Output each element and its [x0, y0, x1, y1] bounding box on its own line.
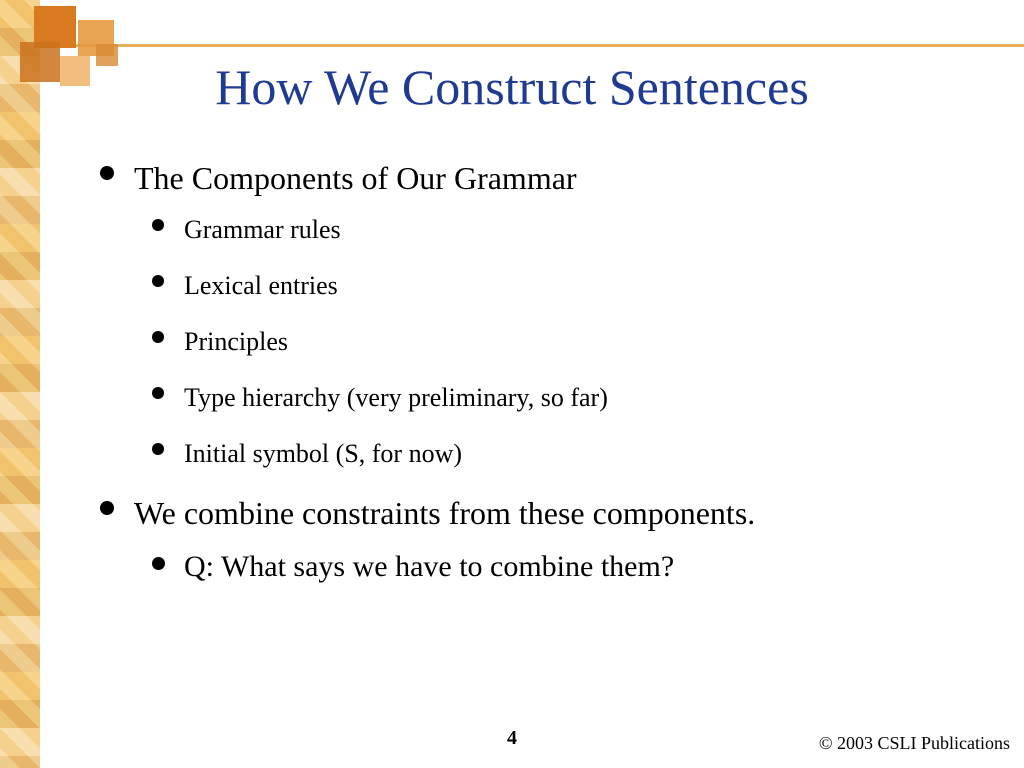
- bullet-text: The Components of Our Grammar: [134, 160, 577, 196]
- copyright-text: © 2003 CSLI Publications: [819, 733, 1010, 754]
- bullet-level2: Type hierarchy (very preliminary, so far…: [152, 383, 984, 413]
- bullet-dot-icon: [100, 166, 114, 180]
- bullet-text: Initial symbol (S, for now): [184, 439, 462, 468]
- bullet-dot-icon: [100, 501, 114, 515]
- bullet-text: Grammar rules: [184, 215, 341, 244]
- top-rule: [40, 44, 1024, 47]
- bullet-text: We combine constraints from these compon…: [134, 495, 755, 531]
- bullet-text: Q: What says we have to combine them?: [184, 550, 674, 583]
- bullet-level2: Principles: [152, 327, 984, 357]
- bullet-dot-icon: [152, 387, 164, 399]
- bullet-dot-icon: [152, 443, 164, 455]
- bullet-level2: Q: What says we have to combine them?: [152, 550, 984, 584]
- slide-content: The Components of Our Grammar Grammar ru…: [100, 160, 984, 584]
- bullet-level2: Grammar rules: [152, 215, 984, 245]
- bullet-text: Principles: [184, 327, 288, 356]
- bullet-dot-icon: [152, 219, 164, 231]
- bullet-text: Type hierarchy (very preliminary, so far…: [184, 383, 608, 412]
- bullet-level1: We combine constraints from these compon…: [100, 495, 984, 532]
- bullet-dot-icon: [152, 331, 164, 343]
- slide-title: How We Construct Sentences: [0, 58, 1024, 116]
- sub-bullet-group: Grammar rules Lexical entries Principles…: [152, 215, 984, 469]
- slide: How We Construct Sentences The Component…: [0, 0, 1024, 768]
- bullet-level2: Lexical entries: [152, 271, 984, 301]
- bullet-text: Lexical entries: [184, 271, 338, 300]
- bullet-dot-icon: [152, 557, 165, 570]
- bullet-level1: The Components of Our Grammar: [100, 160, 984, 197]
- bullet-level2: Initial symbol (S, for now): [152, 439, 984, 469]
- bullet-dot-icon: [152, 275, 164, 287]
